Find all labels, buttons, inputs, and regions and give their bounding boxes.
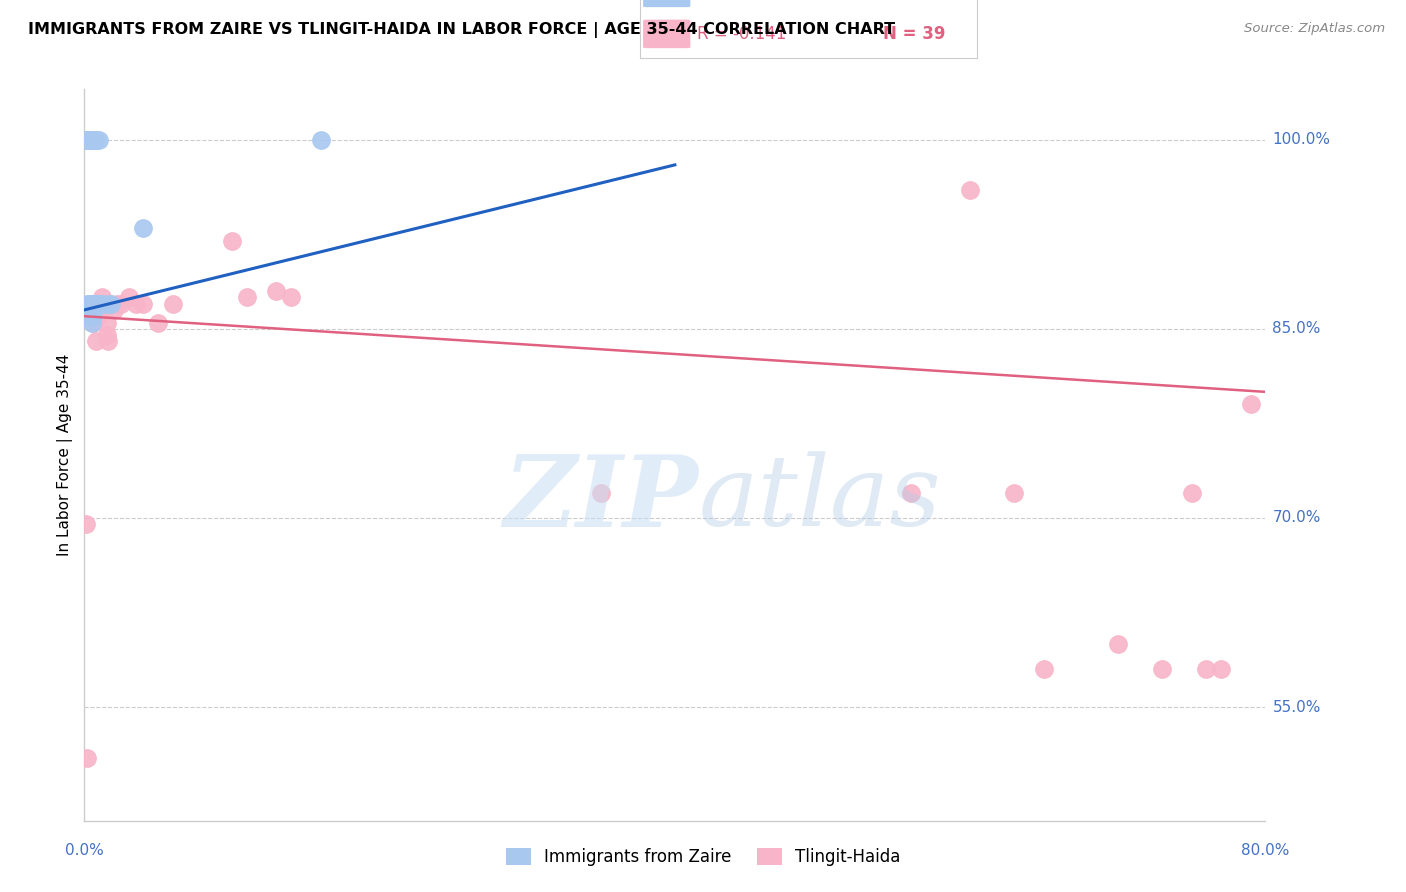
Text: IMMIGRANTS FROM ZAIRE VS TLINGIT-HAIDA IN LABOR FORCE | AGE 35-44 CORRELATION CH: IMMIGRANTS FROM ZAIRE VS TLINGIT-HAIDA I… [28, 22, 896, 38]
Point [91, 296, 114, 310]
Point [76, 296, 98, 310]
Point [132, 296, 155, 310]
Point [103, 302, 125, 317]
Point [221, 234, 243, 248]
Text: 85.0%: 85.0% [1272, 321, 1320, 336]
Point [1107, 637, 1129, 651]
Point [82, 309, 104, 323]
Point [80, 133, 103, 147]
Point [79, 309, 101, 323]
Text: 70.0%: 70.0% [1272, 510, 1320, 525]
Point [86, 296, 108, 310]
Point [87, 133, 111, 147]
Point [280, 290, 302, 304]
Point [118, 290, 141, 304]
Point [87, 309, 111, 323]
Point [79, 133, 101, 147]
Point [76, 309, 98, 323]
Point [1032, 662, 1054, 676]
Point [84, 133, 107, 147]
Point [96, 296, 118, 310]
Point [83, 133, 105, 147]
Point [80, 296, 103, 310]
Point [77, 309, 100, 323]
FancyBboxPatch shape [643, 20, 690, 48]
Point [82, 133, 104, 147]
Text: Source: ZipAtlas.com: Source: ZipAtlas.com [1244, 22, 1385, 36]
Point [97, 334, 120, 349]
Point [132, 221, 155, 235]
Point [1195, 662, 1218, 676]
Point [91, 290, 114, 304]
Point [309, 133, 332, 147]
Text: 80.0%: 80.0% [1241, 843, 1289, 858]
Point [100, 296, 122, 310]
Point [80, 296, 103, 310]
Text: N = 39: N = 39 [883, 25, 945, 43]
Text: R = -0.141: R = -0.141 [697, 25, 786, 43]
Point [77, 296, 100, 310]
Point [96, 316, 118, 330]
Text: N = 30: N = 30 [883, 0, 945, 2]
Point [1209, 662, 1232, 676]
Point [77, 133, 100, 147]
Point [76, 133, 98, 147]
Point [87, 296, 111, 310]
Point [959, 183, 981, 197]
FancyBboxPatch shape [643, 0, 690, 7]
Point [1150, 662, 1173, 676]
Point [125, 296, 148, 310]
Text: 0.0%: 0.0% [65, 843, 104, 858]
Point [100, 296, 122, 310]
Point [80, 316, 103, 330]
Point [76, 750, 98, 764]
Point [75, 133, 97, 147]
Point [93, 296, 115, 310]
Point [75, 517, 97, 532]
Point [84, 296, 107, 310]
Point [235, 290, 259, 304]
Text: 55.0%: 55.0% [1272, 699, 1320, 714]
Text: ZIP: ZIP [503, 450, 699, 547]
Legend: Immigrants from Zaire, Tlingit-Haida: Immigrants from Zaire, Tlingit-Haida [499, 841, 907, 873]
Point [148, 316, 170, 330]
Text: atlas: atlas [699, 451, 941, 547]
Point [96, 328, 118, 343]
Point [82, 316, 104, 330]
Point [1180, 485, 1202, 500]
Text: R = 0.579: R = 0.579 [697, 0, 780, 2]
Point [82, 296, 104, 310]
Point [162, 296, 184, 310]
Point [83, 296, 105, 310]
Point [77, 309, 100, 323]
Point [900, 485, 922, 500]
Point [90, 296, 112, 310]
Text: 100.0%: 100.0% [1272, 132, 1330, 147]
Point [77, 133, 100, 147]
Point [264, 284, 288, 298]
Point [79, 133, 101, 147]
Point [110, 296, 132, 310]
Point [84, 334, 107, 349]
Point [1240, 397, 1263, 411]
Point [105, 296, 128, 310]
Point [591, 485, 613, 500]
Point [83, 302, 105, 317]
Point [76, 133, 98, 147]
Point [1004, 485, 1026, 500]
Point [79, 296, 101, 310]
Y-axis label: In Labor Force | Age 35-44: In Labor Force | Age 35-44 [58, 354, 73, 556]
